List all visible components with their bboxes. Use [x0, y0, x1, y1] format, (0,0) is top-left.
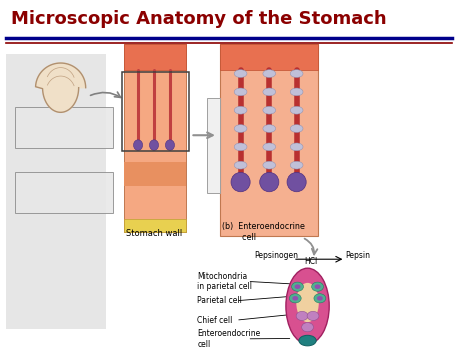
Ellipse shape [292, 282, 303, 291]
Ellipse shape [234, 125, 247, 132]
Ellipse shape [286, 268, 329, 344]
Ellipse shape [315, 284, 320, 289]
FancyBboxPatch shape [124, 219, 186, 232]
Text: Parietal cell: Parietal cell [197, 296, 242, 305]
Ellipse shape [165, 140, 174, 151]
Ellipse shape [290, 143, 303, 151]
Ellipse shape [263, 125, 276, 132]
Text: Pepsinogen: Pepsinogen [254, 251, 298, 260]
Ellipse shape [290, 106, 303, 114]
Ellipse shape [311, 282, 323, 291]
Ellipse shape [234, 88, 247, 96]
Text: Chief cell: Chief cell [197, 316, 233, 325]
FancyBboxPatch shape [124, 44, 186, 232]
Ellipse shape [287, 173, 306, 192]
Ellipse shape [294, 284, 301, 289]
Ellipse shape [289, 294, 301, 303]
Text: Mitochondria
in parietal cell: Mitochondria in parietal cell [197, 272, 252, 291]
Ellipse shape [314, 294, 326, 303]
Bar [15, 172, 113, 213]
Bar [122, 72, 189, 151]
Ellipse shape [234, 161, 247, 169]
Ellipse shape [296, 283, 319, 322]
Ellipse shape [290, 88, 303, 96]
Text: HCl: HCl [304, 257, 318, 266]
Ellipse shape [292, 296, 298, 301]
Ellipse shape [296, 311, 308, 321]
Text: Stomach wall: Stomach wall [126, 229, 182, 238]
Bar [15, 107, 113, 148]
Ellipse shape [263, 70, 276, 77]
Bar [207, 98, 220, 193]
FancyBboxPatch shape [220, 44, 318, 70]
Ellipse shape [290, 161, 303, 169]
Ellipse shape [234, 143, 247, 151]
Ellipse shape [263, 106, 276, 114]
FancyBboxPatch shape [124, 44, 186, 70]
Ellipse shape [134, 140, 143, 151]
Ellipse shape [263, 161, 276, 169]
Text: (b)  Enteroendocrine
        cell: (b) Enteroendocrine cell [222, 223, 305, 242]
FancyBboxPatch shape [124, 162, 186, 186]
Ellipse shape [317, 296, 323, 301]
Ellipse shape [301, 323, 313, 332]
Ellipse shape [260, 173, 279, 192]
Ellipse shape [231, 173, 250, 192]
Text: Enteroendocrine
cell: Enteroendocrine cell [197, 329, 261, 349]
Text: Microscopic Anatomy of the Stomach: Microscopic Anatomy of the Stomach [10, 10, 386, 28]
Ellipse shape [290, 125, 303, 132]
Ellipse shape [290, 70, 303, 77]
Ellipse shape [299, 335, 316, 346]
Text: Pepsin: Pepsin [346, 251, 370, 260]
Ellipse shape [263, 143, 276, 151]
Ellipse shape [234, 106, 247, 114]
FancyBboxPatch shape [6, 54, 106, 329]
Ellipse shape [234, 70, 247, 77]
Ellipse shape [307, 311, 319, 321]
Ellipse shape [263, 88, 276, 96]
Ellipse shape [149, 140, 159, 151]
Polygon shape [36, 63, 86, 112]
FancyBboxPatch shape [220, 44, 318, 236]
